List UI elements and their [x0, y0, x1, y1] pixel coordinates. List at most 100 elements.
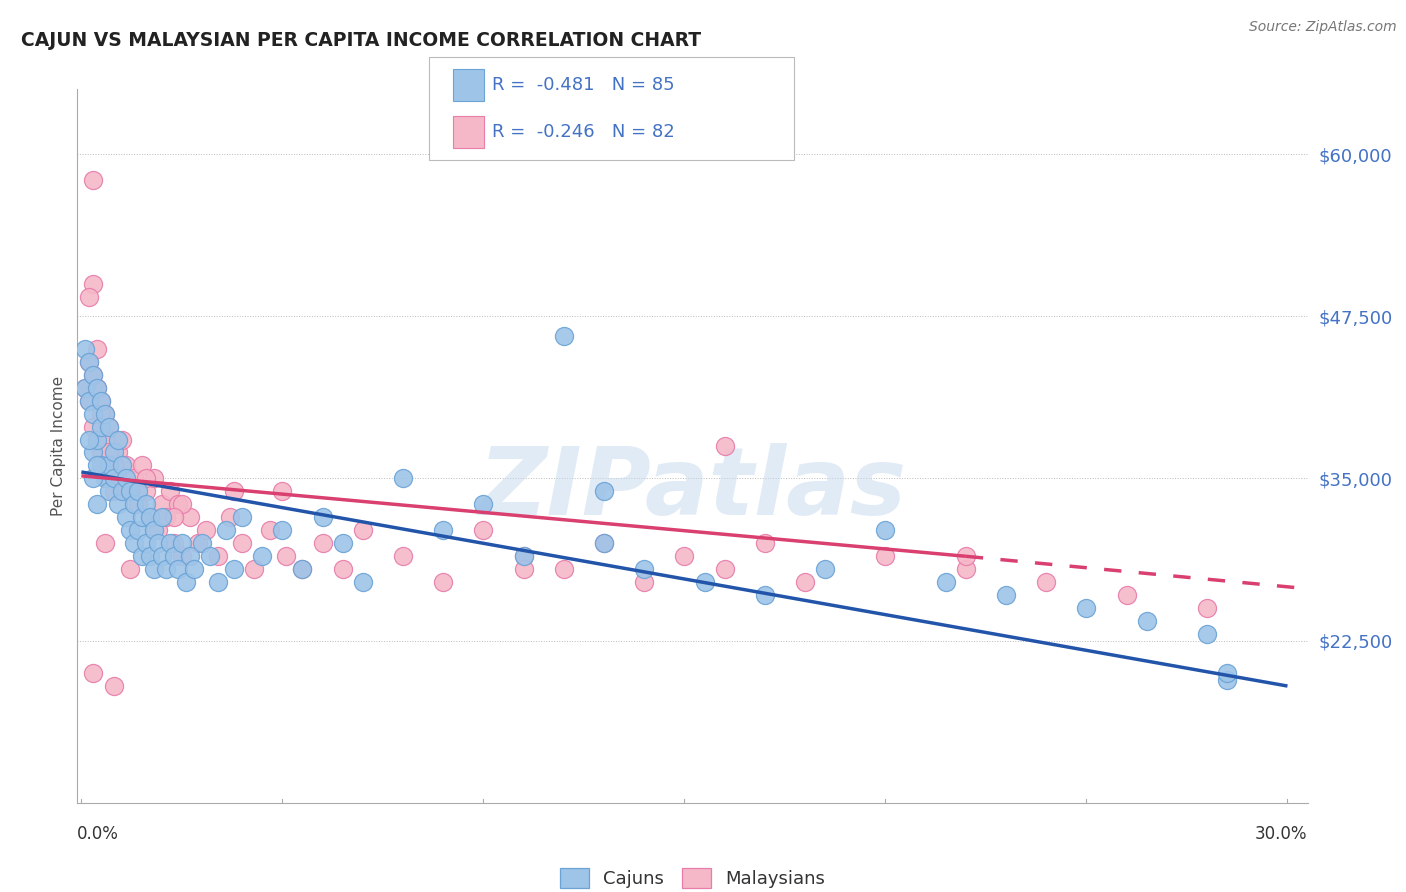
Point	[75, 342, 97, 356]
Point	[138, 549, 160, 564]
Point	[75, 381, 97, 395]
Point	[110, 484, 132, 499]
Point	[79, 393, 101, 408]
Point	[110, 433, 132, 447]
Point	[86, 433, 108, 447]
Text: CAJUN VS MALAYSIAN PER CAPITA INCOME CORRELATION CHART: CAJUN VS MALAYSIAN PER CAPITA INCOME COR…	[21, 31, 702, 50]
Point	[82, 471, 104, 485]
Point	[794, 575, 817, 590]
Point	[114, 471, 136, 485]
Point	[79, 354, 101, 368]
Point	[170, 497, 193, 511]
Point	[291, 562, 314, 576]
Point	[1035, 575, 1057, 590]
Point	[166, 562, 188, 576]
Point	[271, 524, 294, 538]
Point	[90, 458, 112, 473]
Point	[593, 536, 616, 550]
Point	[86, 433, 108, 447]
Text: R =  -0.246   N = 82: R = -0.246 N = 82	[492, 123, 675, 141]
Legend: Cajuns, Malaysians: Cajuns, Malaysians	[554, 863, 831, 892]
Point	[90, 393, 112, 408]
Point	[82, 666, 104, 681]
Point	[98, 419, 121, 434]
Point	[207, 575, 229, 590]
Text: R =  -0.481   N = 85: R = -0.481 N = 85	[492, 76, 675, 94]
Point	[995, 588, 1018, 602]
Point	[90, 419, 112, 434]
Point	[122, 536, 145, 550]
Point	[593, 536, 616, 550]
Point	[224, 562, 246, 576]
Point	[103, 445, 125, 459]
Point	[271, 484, 294, 499]
Point	[673, 549, 696, 564]
Point	[195, 524, 218, 538]
Point	[82, 368, 104, 382]
Point	[79, 433, 101, 447]
Point	[107, 445, 129, 459]
Point	[90, 407, 112, 421]
Point	[118, 484, 141, 499]
Point	[553, 328, 575, 343]
Point	[131, 458, 153, 473]
Point	[1216, 673, 1239, 687]
Text: ZIPatlas: ZIPatlas	[478, 442, 907, 535]
Point	[82, 368, 104, 382]
Point	[150, 549, 173, 564]
Point	[159, 484, 181, 499]
Point	[179, 549, 201, 564]
Text: 0.0%: 0.0%	[77, 825, 120, 843]
Point	[118, 562, 141, 576]
Point	[122, 497, 145, 511]
Point	[103, 679, 125, 693]
Point	[231, 510, 253, 524]
Point	[142, 562, 165, 576]
Point	[633, 575, 655, 590]
Point	[135, 497, 157, 511]
Point	[187, 536, 209, 550]
Point	[82, 419, 104, 434]
Point	[79, 290, 101, 304]
Point	[174, 575, 197, 590]
Point	[118, 484, 141, 499]
Point	[472, 524, 495, 538]
Point	[252, 549, 274, 564]
Point	[86, 381, 108, 395]
Point	[82, 445, 104, 459]
Point	[392, 549, 415, 564]
Point	[512, 549, 534, 564]
Point	[219, 510, 242, 524]
Point	[127, 497, 149, 511]
Point	[90, 445, 112, 459]
Point	[110, 458, 132, 473]
Point	[94, 471, 117, 485]
Point	[131, 510, 153, 524]
Point	[159, 536, 181, 550]
Point	[332, 562, 354, 576]
Point	[955, 562, 977, 576]
Point	[94, 458, 117, 473]
Point	[1115, 588, 1137, 602]
Point	[94, 407, 117, 421]
Point	[166, 497, 188, 511]
Point	[955, 549, 977, 564]
Point	[875, 524, 897, 538]
Point	[122, 471, 145, 485]
Point	[198, 549, 221, 564]
Point	[135, 484, 157, 499]
Point	[103, 433, 125, 447]
Point	[291, 562, 314, 576]
Point	[138, 510, 160, 524]
Point	[146, 524, 169, 538]
Point	[432, 524, 454, 538]
Point	[114, 510, 136, 524]
Point	[82, 277, 104, 291]
Point	[754, 536, 776, 550]
Point	[94, 536, 117, 550]
Point	[259, 524, 281, 538]
Point	[107, 433, 129, 447]
Point	[94, 433, 117, 447]
Point	[875, 549, 897, 564]
Point	[86, 342, 108, 356]
